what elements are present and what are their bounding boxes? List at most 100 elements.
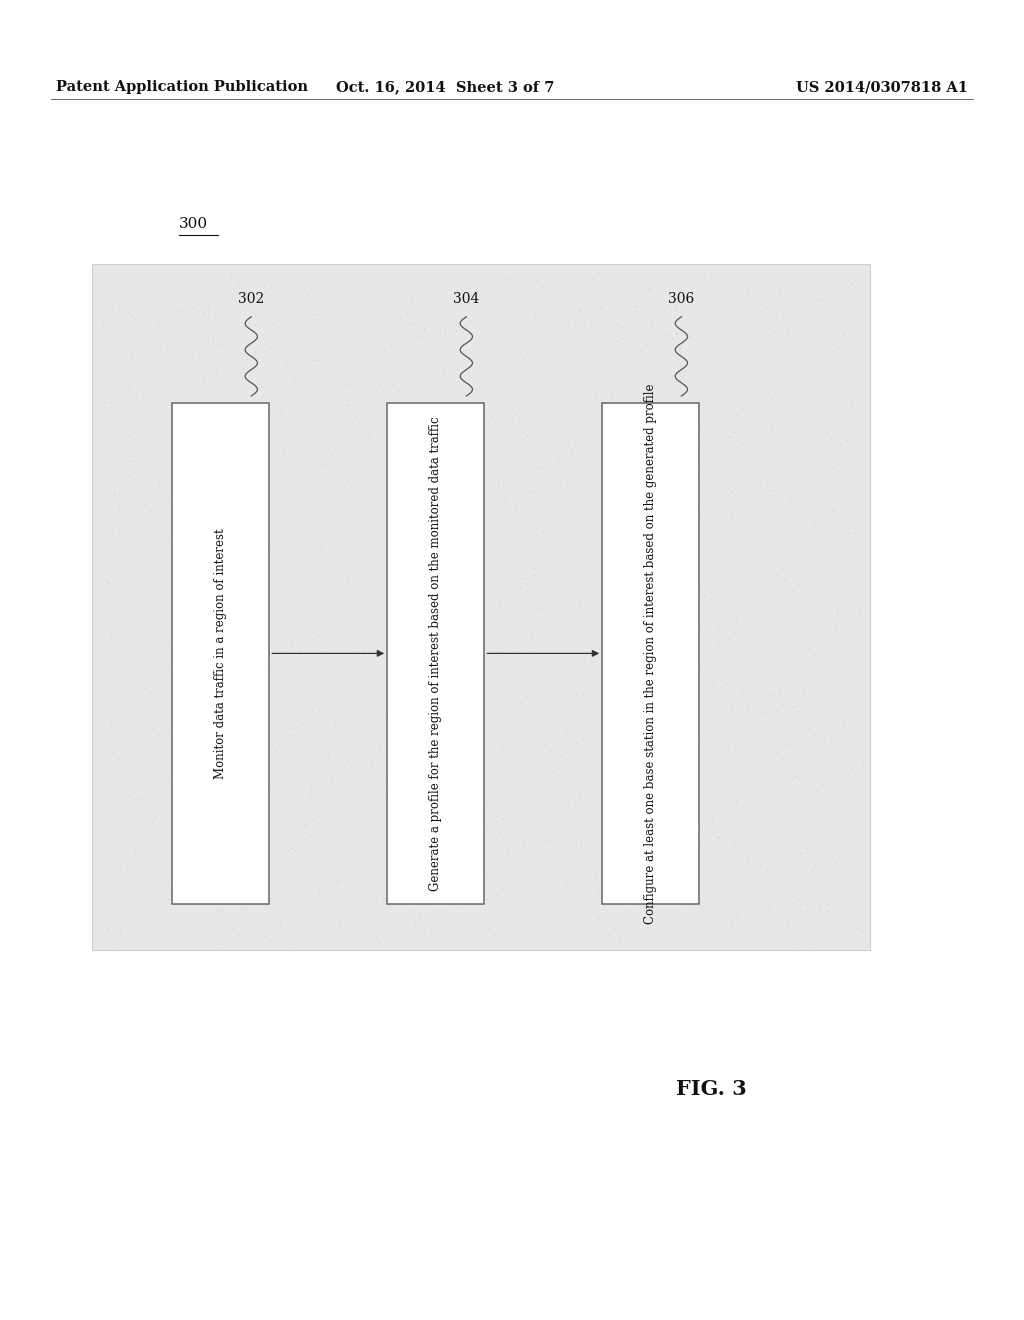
Point [144, 880, 161, 902]
Point [599, 832, 615, 853]
Point [567, 543, 584, 564]
Point [313, 570, 330, 591]
Point [536, 841, 552, 862]
Point [719, 722, 735, 743]
Point [772, 354, 788, 375]
Point [580, 470, 596, 491]
Point [607, 593, 624, 614]
Point [310, 466, 327, 487]
Point [234, 315, 251, 337]
Point [261, 414, 278, 436]
Point [102, 715, 119, 737]
Point [324, 364, 340, 385]
Point [299, 739, 315, 760]
Point [678, 482, 694, 503]
Point [248, 504, 264, 525]
Point [403, 899, 420, 920]
Point [477, 812, 494, 833]
Point [318, 516, 335, 537]
Point [364, 713, 380, 734]
Point [693, 818, 710, 840]
Point [705, 294, 721, 315]
Point [164, 814, 180, 836]
Point [423, 738, 439, 759]
Point [780, 697, 797, 718]
Point [835, 569, 851, 590]
Point [565, 834, 582, 855]
Point [749, 892, 765, 913]
Point [166, 668, 182, 689]
Point [259, 594, 275, 615]
Point [611, 883, 628, 904]
Point [432, 883, 449, 904]
Point [450, 804, 466, 825]
Point [569, 684, 586, 705]
Point [509, 565, 525, 586]
Point [460, 455, 476, 477]
Point [790, 490, 806, 511]
Point [442, 686, 459, 708]
Point [386, 587, 402, 609]
Point [689, 759, 706, 780]
Point [396, 771, 413, 792]
Point [113, 321, 129, 342]
Point [290, 818, 306, 840]
Point [164, 810, 180, 832]
Point [565, 520, 582, 541]
Point [284, 890, 300, 911]
Point [504, 880, 520, 902]
Point [263, 313, 280, 334]
Point [214, 873, 230, 894]
Point [823, 393, 840, 414]
Point [174, 676, 190, 697]
Point [589, 572, 605, 593]
Point [197, 883, 213, 904]
Point [559, 475, 575, 496]
Point [388, 780, 404, 801]
Point [598, 281, 614, 302]
Point [190, 719, 207, 741]
Point [217, 577, 233, 598]
Point [642, 688, 658, 709]
Point [313, 535, 330, 556]
Point [494, 536, 510, 557]
Point [94, 642, 111, 663]
Point [206, 764, 222, 785]
Point [765, 783, 781, 804]
Point [698, 438, 715, 459]
Point [374, 904, 390, 925]
Point [381, 579, 397, 601]
Point [795, 341, 811, 362]
Point [537, 688, 553, 709]
Point [445, 323, 462, 345]
Point [309, 632, 326, 653]
Point [650, 855, 667, 876]
Point [602, 594, 618, 615]
Point [459, 288, 475, 309]
Point [835, 903, 851, 924]
Point [244, 840, 260, 861]
Point [600, 429, 616, 450]
Point [452, 768, 468, 789]
Point [280, 932, 296, 953]
Point [282, 521, 298, 543]
Point [253, 482, 269, 503]
Point [827, 269, 844, 290]
Point [748, 737, 764, 758]
Point [738, 393, 755, 414]
Point [175, 713, 191, 734]
Point [641, 787, 657, 808]
Point [366, 372, 382, 393]
Point [490, 465, 507, 486]
Point [164, 335, 180, 356]
Point [341, 772, 357, 793]
Point [304, 591, 321, 612]
Point [116, 352, 132, 374]
Point [589, 631, 605, 652]
Point [712, 888, 728, 909]
Point [716, 543, 732, 564]
Point [656, 800, 673, 821]
Point [306, 466, 323, 487]
Point [252, 628, 268, 649]
Point [805, 850, 821, 871]
